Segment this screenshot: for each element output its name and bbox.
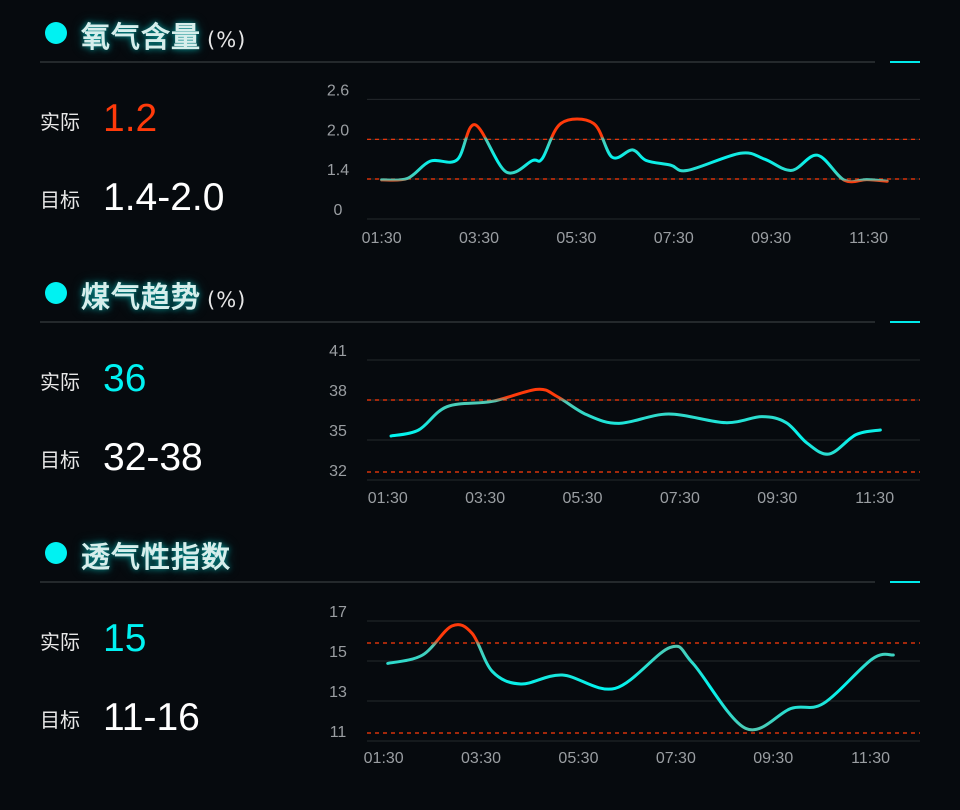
x-tick-label: 05:30: [563, 490, 603, 507]
y-tick-label: 35: [329, 423, 347, 440]
target-value: 11-16: [103, 696, 200, 739]
x-tick-label: 09:30: [751, 230, 791, 247]
y-tick-label: 1.4: [327, 162, 349, 179]
y-tick-label: 32: [329, 463, 347, 480]
y-tick-label: 41: [329, 343, 347, 360]
divider: [40, 581, 875, 583]
divider: [40, 61, 875, 63]
x-tick-label: 03:30: [461, 750, 501, 767]
status-dot-icon: [45, 542, 67, 564]
data-series-line: [389, 387, 882, 456]
y-tick-label: 13: [329, 684, 347, 701]
y-tick-label: 15: [329, 644, 347, 661]
data-series-line: [386, 623, 895, 732]
section-permeability: 透气性指数 实际 15 目标 11-16 11 13 15 17 01:30 03:30 05…: [0, 520, 960, 780]
section-title: 煤气趋势 (%): [81, 274, 246, 316]
x-tick-label: 07:30: [654, 230, 694, 247]
section-oxygen: 氧气含量 (%) 实际 1.2 目标 1.4-2.0 0 1.4 2.0 2.6 01:30…: [0, 0, 960, 260]
target-label: 目标: [40, 448, 80, 472]
section-gas-trend: 煤气趋势 (%) 实际 36 目标 32-38 32 35 38 41 01:30 03:30…: [0, 260, 960, 520]
x-tick-label: 09:30: [753, 750, 793, 767]
x-tick-label: 05:30: [558, 750, 598, 767]
actual-label: 实际: [40, 370, 80, 394]
line-chart: 32 35 38 41 01:30 03:30 05:30 07:30 09:30 11:30: [329, 343, 920, 507]
title-text: 氧气含量: [81, 20, 202, 54]
y-tick-label: 2.0: [327, 122, 349, 139]
actual-label: 实际: [40, 110, 80, 134]
actual-label: 实际: [40, 630, 80, 654]
y-tick-label: 11: [330, 724, 347, 741]
title-text: 透气性指数: [81, 540, 232, 574]
target-value: 32-38: [103, 436, 203, 479]
data-series-line: [380, 117, 889, 184]
status-dot-icon: [45, 22, 67, 44]
x-tick-label: 11:30: [849, 230, 888, 247]
title-text: 煤气趋势: [81, 280, 202, 314]
status-dot-icon: [45, 282, 67, 304]
x-tick-label: 03:30: [459, 230, 499, 247]
target-label: 目标: [40, 708, 80, 732]
section-title: 氧气含量 (%): [81, 14, 246, 56]
unit-label: (%): [207, 28, 247, 52]
x-tick-label: 01:30: [368, 490, 408, 507]
y-tick-label: 17: [329, 604, 347, 621]
accent-bar: [890, 61, 920, 63]
accent-bar: [890, 581, 920, 583]
actual-value: 36: [103, 357, 147, 400]
x-tick-label: 01:30: [364, 750, 404, 767]
x-tick-label: 03:30: [465, 490, 505, 507]
target-value: 1.4-2.0: [103, 176, 225, 219]
line-chart: 11 13 15 17 01:30 03:30 05:30 07:30 09:30 11:30: [329, 604, 920, 767]
divider: [40, 321, 875, 323]
y-tick-label: 38: [329, 383, 347, 400]
y-tick-label: 2.6: [327, 82, 349, 99]
unit-label: (%): [207, 288, 247, 312]
actual-value: 1.2: [103, 97, 158, 140]
x-tick-label: 11:30: [851, 750, 890, 767]
accent-bar: [890, 321, 920, 323]
x-tick-label: 01:30: [362, 230, 402, 247]
actual-value: 15: [103, 617, 147, 660]
section-title: 透气性指数: [81, 534, 237, 576]
x-tick-label: 05:30: [556, 230, 596, 247]
x-tick-label: 07:30: [660, 490, 700, 507]
target-label: 目标: [40, 188, 80, 212]
x-tick-label: 07:30: [656, 750, 696, 767]
x-tick-label: 09:30: [757, 490, 797, 507]
line-chart: 0 1.4 2.0 2.6 01:30 03:30 05:30 07:30 09:30 11:30: [327, 82, 920, 247]
x-tick-label: 11:30: [855, 490, 894, 507]
y-tick-label: 0: [334, 202, 343, 219]
